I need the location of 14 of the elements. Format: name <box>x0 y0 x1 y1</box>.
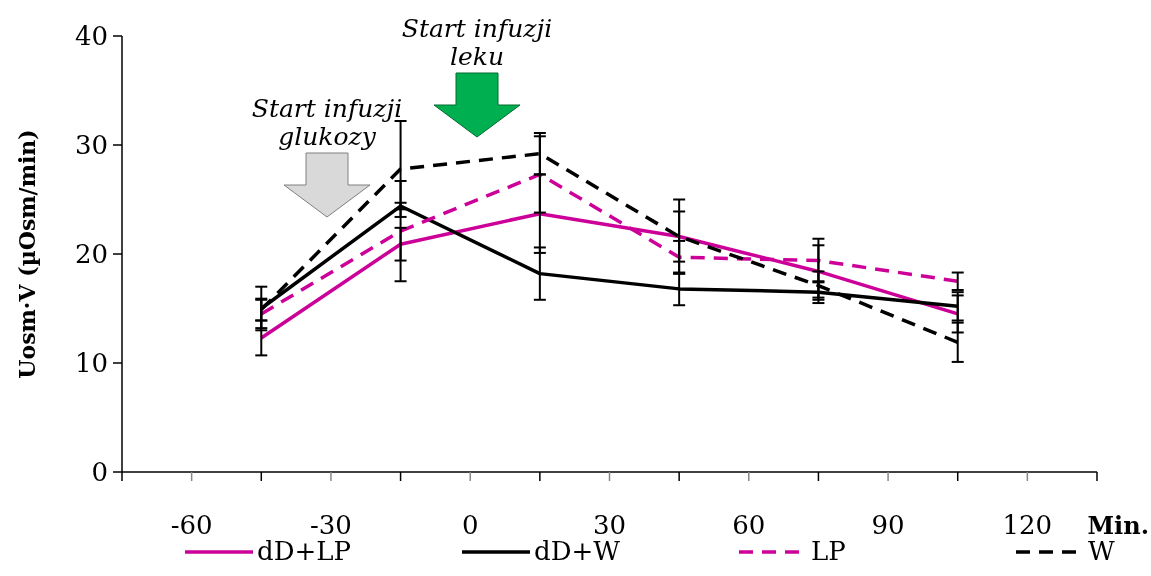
legend-label: LP <box>811 536 846 566</box>
y-tick-label: 40 <box>74 21 108 52</box>
annotation: Start infuzji leku <box>401 14 553 71</box>
x-tick-label: 60 <box>732 510 766 540</box>
x-tick-label: 0 <box>461 510 479 540</box>
y-tick-label: 30 <box>74 130 108 161</box>
y-tick-label: 20 <box>74 239 108 270</box>
x-tick-label: -60 <box>170 510 213 540</box>
y-tick-label: 0 <box>91 457 108 488</box>
annotation: Start infuzji glukozy <box>251 94 403 151</box>
x-tick-label: 120 <box>1002 510 1053 540</box>
y-tick-label: 10 <box>74 348 108 379</box>
x-tick-label: 90 <box>871 510 905 540</box>
y-axis-title: Uosm·V (µOsm/min) <box>14 129 40 379</box>
